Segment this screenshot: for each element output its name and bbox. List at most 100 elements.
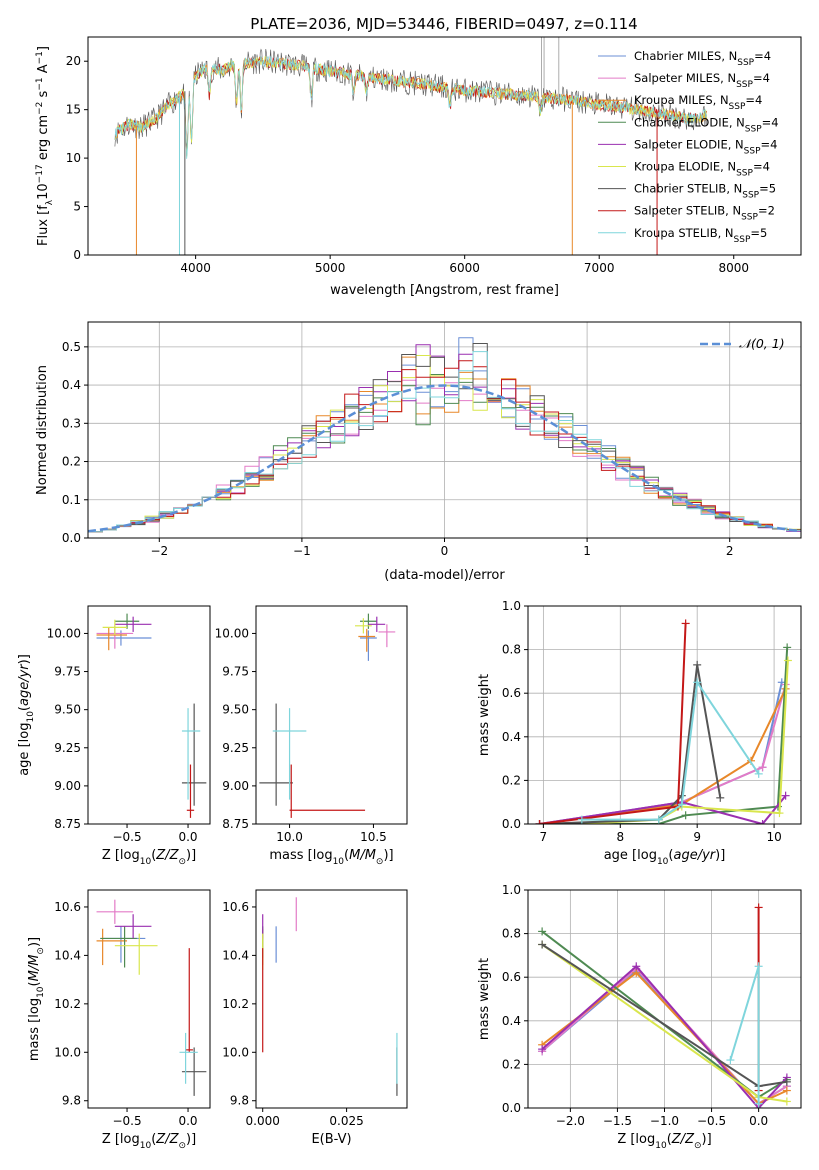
weight-marker xyxy=(758,763,767,772)
x-axis-label: (data-model)/error xyxy=(384,568,505,583)
y-tick-label: 0.6 xyxy=(502,686,521,700)
y-tick-label: 20 xyxy=(66,54,81,68)
weight-marker xyxy=(681,619,690,628)
weight-line xyxy=(539,664,722,824)
y-tick-label: 10.6 xyxy=(222,900,249,914)
x-axis-label: E(B-V) xyxy=(311,1132,351,1147)
x-tick-label: 0.0 xyxy=(178,1114,197,1128)
y-tick-label: 0.2 xyxy=(62,455,81,469)
weights_vs_Z-axes: −2.0 −1.5 −1.0 −0.5 0.0 0.0 0.2 0.4 0.6 0.8 1.0 Z [… xyxy=(477,883,802,1151)
y-axis-label: mass weight xyxy=(477,674,492,756)
y-tick-label: 0 xyxy=(73,248,81,262)
y-tick-label: 9.8 xyxy=(62,1094,81,1108)
errorbar-point xyxy=(96,899,134,924)
axes-frame xyxy=(527,605,802,825)
y-tick-label: 10 xyxy=(66,151,81,165)
y-tick-label: 9.25 xyxy=(222,741,249,755)
errorbar-point xyxy=(360,630,377,661)
axes-frame xyxy=(87,605,211,825)
weight-marker xyxy=(538,1045,547,1054)
y-axis-label: mass [log10(M/M⊙)] xyxy=(27,937,46,1061)
errorbar-point xyxy=(179,1032,198,1084)
weight-line xyxy=(581,679,760,821)
legend-label: Salpeter STELIB, NSSP=2 xyxy=(634,204,775,223)
y-tick-label: 10.00 xyxy=(215,626,249,640)
errorbar-point xyxy=(360,613,377,629)
y-tick-label: 0.1 xyxy=(62,493,81,507)
axes-frame xyxy=(87,36,802,256)
weight-marker xyxy=(783,656,792,665)
x-tick-label: 0.000 xyxy=(246,1114,280,1128)
y-tick-label: 10.00 xyxy=(47,626,81,640)
y-tick-label: 9.00 xyxy=(54,779,81,793)
weights_vs_age-axes: 7 8 9 10 0.0 0.2 0.4 0.6 0.8 1.0 age [log10(age/yr… xyxy=(477,599,802,867)
weight-marker xyxy=(782,1077,791,1086)
weight-marker xyxy=(754,903,763,912)
y-axis-label: Normed distribution xyxy=(35,365,50,495)
y-tick-label: 0.4 xyxy=(502,730,521,744)
x-tick-label: −1.0 xyxy=(650,1114,679,1128)
legend-label: Salpeter MILES, NSSP=4 xyxy=(634,71,770,90)
x-tick-label: 10 xyxy=(766,830,781,844)
plot-area xyxy=(88,337,801,533)
weight-marker xyxy=(538,940,547,949)
weight-marker xyxy=(758,820,767,824)
figure-title: PLATE=2036, MJD=53446, FIBERID=0497, z=0… xyxy=(250,15,637,33)
errorbar-point xyxy=(289,764,366,818)
legend-label: Kroupa ELODIE, NSSP=4 xyxy=(634,160,770,179)
x-tick-label: 1 xyxy=(583,544,591,558)
x-tick-label: −0.5 xyxy=(112,1114,141,1128)
weight-marker xyxy=(726,1056,735,1065)
errorbar-point xyxy=(181,703,207,806)
y-tick-label: 10.4 xyxy=(222,948,249,962)
y-tick-label: 0.0 xyxy=(502,1101,521,1115)
x-tick-label: 8000 xyxy=(718,261,749,275)
errorbar-point xyxy=(272,708,307,800)
weight-marker xyxy=(538,927,547,936)
weight-line xyxy=(541,964,788,1108)
x-tick-label: −2 xyxy=(150,544,168,558)
x-tick-label: 7 xyxy=(540,830,548,844)
x-tick-label: 6000 xyxy=(449,261,480,275)
legend-label: Chabrier MILES, NSSP=4 xyxy=(634,49,771,68)
mass_vs_Z-axes: −0.5 0.0 9.8 10.0 10.2 10.4 10.6 Z [log10(Z/Z⊙)… xyxy=(27,889,211,1151)
errorbar-point xyxy=(114,616,152,632)
spectrum-line xyxy=(114,57,707,157)
y-tick-label: 9.50 xyxy=(54,703,81,717)
errorbar-point xyxy=(186,764,195,818)
weight-marker xyxy=(782,1086,791,1095)
plot-area xyxy=(259,613,396,818)
plot-area xyxy=(96,613,207,818)
x-tick-label: 7000 xyxy=(584,261,615,275)
x-tick-label: −1 xyxy=(293,544,311,558)
legend-label: 𝒩(0, 1) xyxy=(739,336,785,351)
spectrum-line xyxy=(114,56,707,159)
plot-area xyxy=(114,37,707,255)
y-tick-label: 10.4 xyxy=(54,948,81,962)
legend-label: Kroupa MILES, NSSP=4 xyxy=(634,93,762,112)
y-tick-label: 9.50 xyxy=(222,703,249,717)
x-tick-label: 0.0 xyxy=(749,1114,768,1128)
x-tick-label: 0 xyxy=(441,544,449,558)
x-tick-label: 4000 xyxy=(180,261,211,275)
errorbar-point xyxy=(114,933,158,975)
weight-line xyxy=(539,795,787,824)
x-tick-label: −0.5 xyxy=(697,1114,726,1128)
errorbar-point xyxy=(259,703,293,806)
x-axis-label: mass [log10(M/M⊙)] xyxy=(269,848,393,867)
spectrum-axes: 4000 5000 6000 7000 8000 0 5 10 15 20 wavelength [… xyxy=(35,36,802,298)
errorbar-point xyxy=(181,708,201,800)
y-tick-label: 0.0 xyxy=(502,817,521,831)
x-axis-label: age [log10(age/yr)] xyxy=(604,848,726,867)
x-tick-label: 9 xyxy=(693,830,701,844)
errorbar-point xyxy=(114,613,140,629)
y-tick-label: 0.8 xyxy=(502,643,521,657)
y-tick-label: 0.6 xyxy=(502,970,521,984)
weight-line xyxy=(539,623,687,824)
y-tick-label: 9.75 xyxy=(222,665,249,679)
residuals-legend: 𝒩(0, 1) xyxy=(700,336,785,351)
errorbar-point xyxy=(96,630,152,646)
axes-frame xyxy=(255,605,408,825)
